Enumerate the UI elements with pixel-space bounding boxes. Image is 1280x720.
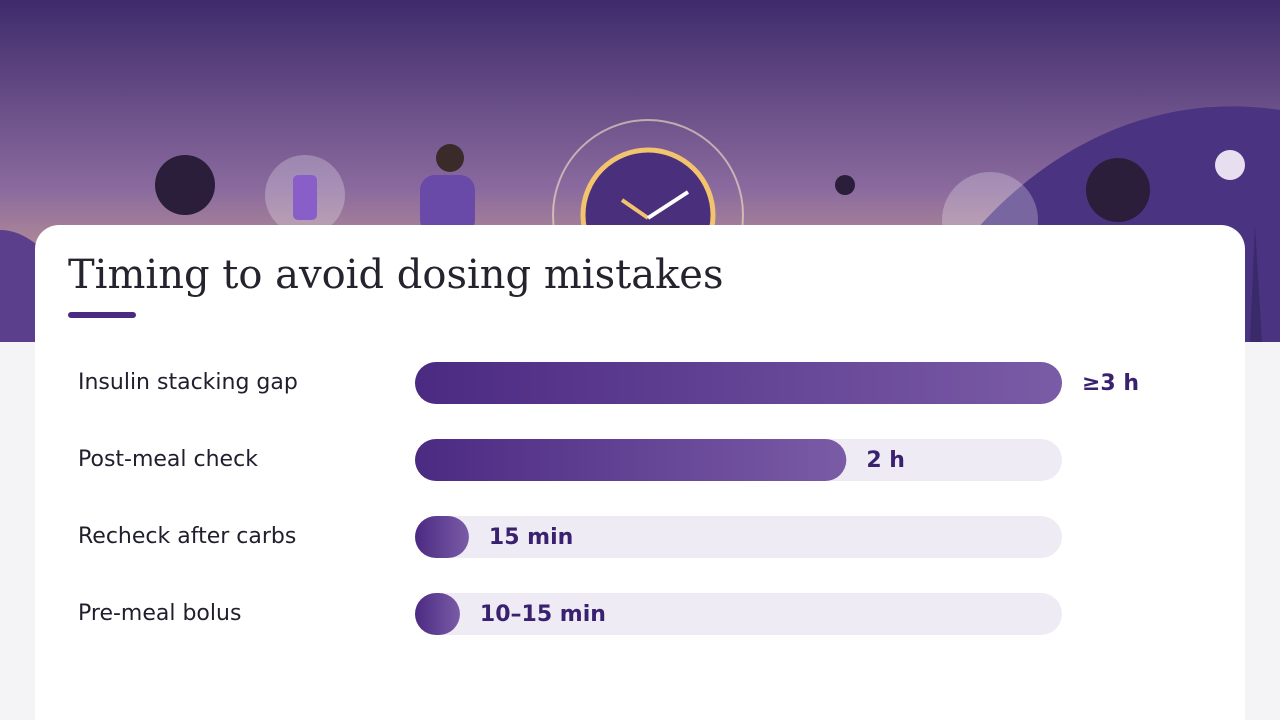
category-label: Post-meal check (78, 447, 258, 472)
category-label: Insulin stacking gap (78, 370, 298, 395)
value-label: 10–15 min (480, 602, 606, 627)
category-label: Pre-meal bolus (78, 601, 241, 626)
value-label: 2 h (866, 448, 905, 473)
bar (415, 593, 460, 635)
bar-track (415, 516, 1062, 558)
bar (415, 439, 847, 481)
chart-title: Timing to avoid dosing mistakes (68, 252, 724, 298)
value-label: ≥3 h (1082, 371, 1139, 396)
bar-track (415, 593, 1062, 635)
category-label: Recheck after carbs (78, 524, 296, 549)
plot: Insulin stacking gap ≥3 h Post-meal check 2… (78, 362, 1139, 635)
bar (415, 516, 469, 558)
bar (415, 362, 1062, 404)
title-accent (68, 312, 136, 318)
value-label: 15 min (489, 525, 573, 550)
